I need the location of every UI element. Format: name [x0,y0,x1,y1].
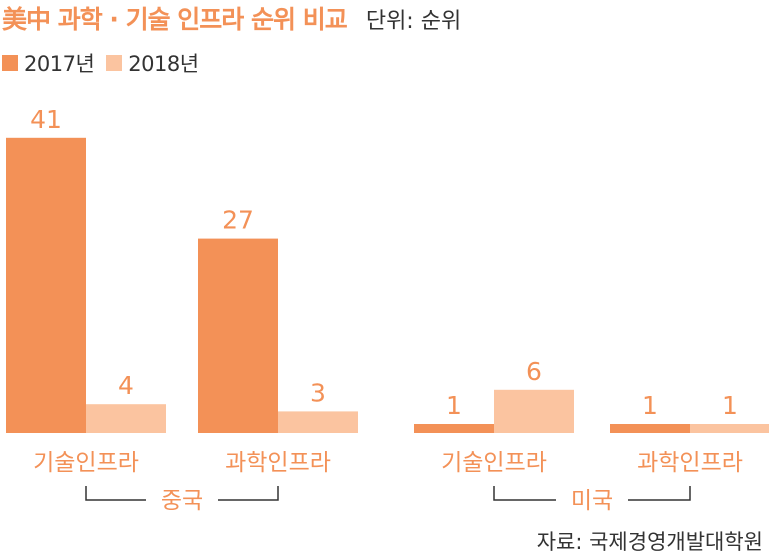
data-label-2017-3: 1 [642,391,658,420]
data-label-2017-0: 41 [30,105,62,134]
group-bracket-1 [493,486,691,501]
category-label-1: 과학인프라 [225,450,331,476]
category-label-0: 기술인프라 [33,450,139,476]
bar-2017-3 [610,424,690,433]
unit-label: 단위: 순위 [365,9,462,34]
category-label-3: 과학인프라 [637,450,743,476]
bar-2018-2 [494,389,574,433]
data-label-2018-3: 1 [722,391,738,420]
bar-2018-3 [690,424,769,433]
bar-2017-2 [414,424,494,433]
bar-2017-1 [198,238,278,433]
data-label-2017-1: 27 [222,206,254,235]
legend-label-2018: 2018년 [128,52,199,76]
legend-swatch-2018 [106,55,123,71]
category-label-2: 기술인프라 [441,450,547,476]
bar-2018-1 [278,411,358,433]
chart-title: 美中 과학 · 기술 인프라 순위 비교 [2,5,348,34]
source-note: 자료: 국제경영개발대학원 [536,530,763,554]
legend-item-2017: 2017년 [2,48,95,78]
title-row: 美中 과학 · 기술 인프라 순위 비교 단위: 순위 [2,0,461,40]
data-label-2018-1: 3 [310,378,326,407]
group-label-0: 중국 [161,488,203,514]
group-bracket-0 [85,486,279,501]
bar-2018-0 [86,404,166,433]
data-label-2018-2: 6 [526,357,542,386]
legend-item-2018: 2018년 [106,48,199,78]
legend: 2017년 2018년 [2,48,199,78]
group-label-1: 미국 [571,488,613,514]
legend-label-2017: 2017년 [24,52,95,76]
legend-swatch-2017 [2,55,18,71]
bar-2017-0 [6,137,86,434]
data-label-2018-0: 4 [118,371,134,400]
data-label-2017-2: 1 [446,391,462,420]
